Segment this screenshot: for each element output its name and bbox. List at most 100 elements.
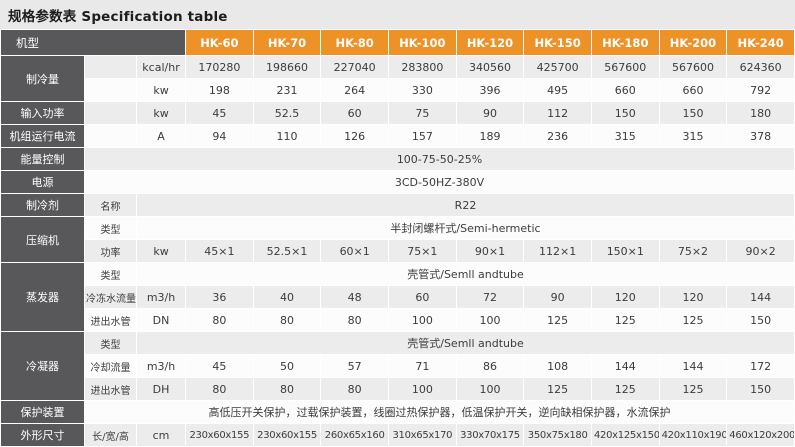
sub-label-cell: 功率: [84, 239, 137, 263]
group-label-compressor: 压缩机: [0, 216, 85, 263]
row-compressor-power: 功率 kw 45×1 52.5×1 60×1 75×1 90×1 112×1 1…: [1, 239, 795, 263]
header-row: 机型 HK-60 HK-70 HK-80 HK-100 HK-120 HK-15…: [0, 29, 795, 56]
value-cell: 260x65x160: [320, 423, 389, 447]
value-cell: 624360: [726, 55, 795, 79]
value-cell: 80: [185, 377, 254, 401]
value-cell: 170280: [185, 55, 254, 79]
value-cell: 198: [185, 78, 254, 102]
sub-label-cell: 类型: [84, 331, 137, 355]
sub-label-cell: 进出水管: [84, 377, 137, 401]
value-cell: 71: [388, 354, 457, 378]
value-cell: 40: [252, 285, 322, 309]
row-condenser-type: 冷凝器 类型 壳管式/Semll andtube: [0, 331, 795, 401]
value-cell: 100: [455, 308, 525, 332]
model-header-hk80: HK-80: [320, 29, 389, 56]
unit-cell: kw: [135, 239, 187, 263]
value-cell: 180: [726, 101, 795, 125]
value-cell: 94: [185, 124, 254, 148]
value-cell: 72: [455, 285, 525, 309]
group-label-input-power: 输入功率: [0, 101, 85, 125]
empty-cell: [84, 55, 137, 79]
value-cell: 45: [185, 354, 254, 378]
model-header-hk60: HK-60: [185, 29, 254, 56]
value-cell: 80: [252, 308, 322, 332]
value-cell: 144: [590, 354, 660, 378]
value-cell: 378: [726, 124, 795, 148]
value-cell: 150: [658, 101, 728, 125]
value-cell: 60: [320, 101, 389, 125]
value-cell: 495: [523, 78, 592, 102]
row-running-current: 机组运行电流 A 94 110 126 157 189 236 315 315 …: [0, 124, 795, 148]
merged-value-cell: 壳管式/Semll andtube: [136, 331, 795, 355]
merged-value-cell: 3CD-50HZ-380V: [84, 170, 795, 194]
value-cell: 52.5: [252, 101, 322, 125]
model-header-hk150: HK-150: [523, 29, 592, 56]
value-cell: 425700: [523, 55, 592, 79]
group-label-cooling: 制冷量: [0, 55, 85, 102]
value-cell: 100: [388, 377, 457, 401]
value-cell: 236: [523, 124, 592, 148]
empty-cell: [84, 124, 137, 148]
unit-cell: kw: [135, 78, 187, 102]
value-cell: 125: [523, 308, 592, 332]
value-cell: 126: [320, 124, 389, 148]
value-cell: 75×1: [388, 239, 457, 263]
group-label-current: 机组运行电流: [0, 124, 85, 148]
row-power-supply: 电源 3CD-50HZ-380V: [0, 170, 795, 194]
value-cell: 660: [658, 78, 728, 102]
value-cell: 230x60x155: [185, 423, 254, 447]
value-cell: 283800: [388, 55, 457, 79]
model-column-header: 机型: [0, 29, 187, 56]
empty-cell: [84, 78, 137, 102]
sub-label-cell: 进出水管: [84, 308, 137, 332]
value-cell: 125: [658, 308, 728, 332]
value-cell: 310x65x170: [388, 423, 457, 447]
spec-table: 机型 HK-60 HK-70 HK-80 HK-100 HK-120 HK-15…: [0, 29, 795, 447]
value-cell: 60×1: [320, 239, 389, 263]
value-cell: 231: [252, 78, 322, 102]
row-cooling-flow: 冷却流量 m3/h 45 50 57 71 86 108 144 144 172: [1, 354, 795, 378]
sub-label-cell: 类型: [84, 262, 137, 286]
model-header-hk180: HK-180: [590, 29, 660, 56]
value-cell: 420x110x190: [658, 423, 728, 447]
unit-cell: m3/h: [135, 354, 187, 378]
unit-cell: kcal/hr: [135, 55, 187, 79]
value-cell: 125: [523, 377, 592, 401]
merged-value-cell: 100-75-50-25%: [84, 147, 795, 171]
value-cell: 120: [590, 285, 660, 309]
row-refrigerant: 制冷剂 名称 R22: [0, 193, 795, 217]
group-label-power-supply: 电源: [0, 170, 85, 194]
model-header-hk120: HK-120: [455, 29, 525, 56]
unit-cell: DH: [135, 377, 187, 401]
value-cell: 150×1: [590, 239, 660, 263]
value-cell: 792: [726, 78, 795, 102]
value-cell: 75: [388, 101, 457, 125]
value-cell: 144: [726, 285, 795, 309]
value-cell: 189: [455, 124, 525, 148]
merged-value-cell: 高低压开关保护，过载保护装置，线圈过热保护器，低温保护开关，逆向缺相保护器，水流…: [84, 400, 795, 424]
group-label-refrigerant: 制冷剂: [0, 193, 85, 217]
group-label-protection: 保护装置: [0, 400, 85, 424]
value-cell: 198660: [252, 55, 322, 79]
value-cell: 120: [658, 285, 728, 309]
row-input-power: 输入功率 kw 45 52.5 60 75 90 112 150 150 180: [0, 101, 795, 125]
value-cell: 90: [455, 101, 525, 125]
model-header-hk100: HK-100: [388, 29, 457, 56]
group-label-energy: 能量控制: [0, 147, 85, 171]
value-cell: 75×2: [658, 239, 728, 263]
row-cooling-kcal: 制冷量 kcal/hr 170280 198660 227040 283800 …: [0, 55, 795, 102]
row-chilled-water-flow: 冷冻水流量 m3/h 36 40 48 60 72 90 120 120 144: [1, 285, 795, 309]
value-cell: 112×1: [523, 239, 592, 263]
row-protection: 保护装置 高低压开关保护，过载保护装置，线圈过热保护器，低温保护开关，逆向缺相保…: [0, 400, 795, 424]
value-cell: 396: [455, 78, 525, 102]
unit-cell: cm: [135, 423, 187, 447]
value-cell: 80: [252, 377, 322, 401]
row-cooling-kw: kw 198 231 264 330 396 495 660 660 792: [1, 78, 795, 102]
sub-label-cell: 类型: [84, 216, 137, 240]
merged-value-cell: 半封闭螺杆式/Semi-hermetic: [136, 216, 795, 240]
value-cell: 172: [726, 354, 795, 378]
sub-label-cell: 冷却流量: [84, 354, 137, 378]
sub-label-cell: 冷冻水流量: [84, 285, 137, 309]
value-cell: 60: [388, 285, 457, 309]
